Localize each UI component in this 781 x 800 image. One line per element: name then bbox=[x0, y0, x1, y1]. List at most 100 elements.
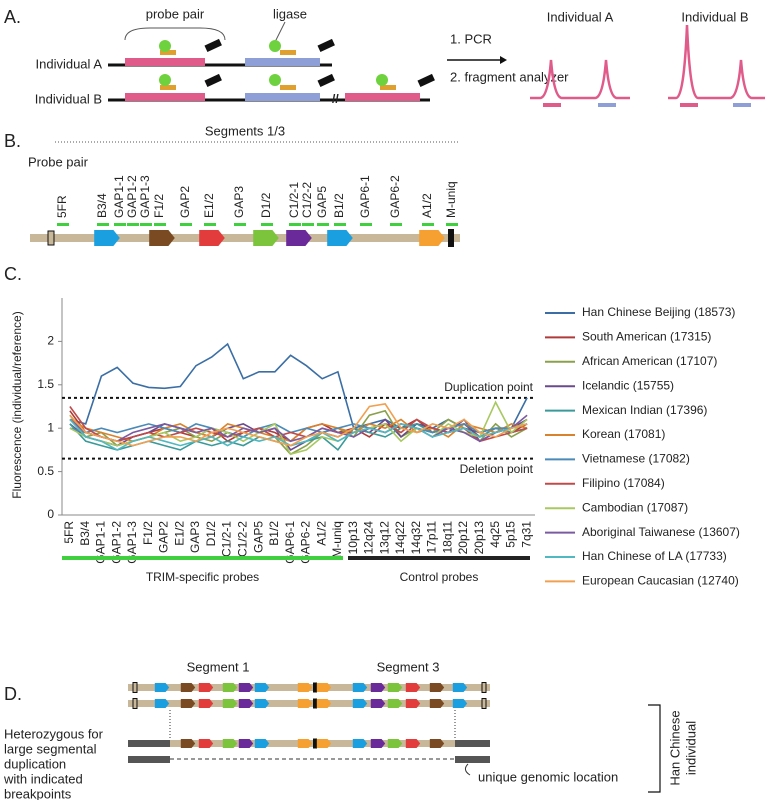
probe-mark bbox=[127, 223, 139, 226]
legend-label: Aboriginal Taiwanese (13607) bbox=[582, 525, 740, 539]
probe-label: GAP3 bbox=[232, 186, 246, 218]
series-line bbox=[69, 418, 528, 451]
segment bbox=[352, 683, 368, 692]
probe-mark bbox=[97, 223, 109, 226]
legend-label: African American (17107) bbox=[582, 354, 717, 368]
segment bbox=[352, 699, 368, 708]
y-tick-label: 1 bbox=[47, 420, 54, 434]
probe-label: C1/2-1 bbox=[287, 182, 301, 218]
m-uniq bbox=[313, 738, 317, 749]
probe-mark bbox=[261, 223, 273, 226]
probe-box bbox=[132, 698, 138, 709]
m-uniq bbox=[313, 682, 317, 693]
x-tick-label: 17p11 bbox=[425, 521, 439, 554]
probe-label: GAP1-1 bbox=[112, 175, 126, 218]
segment bbox=[387, 699, 403, 708]
x-tick-label: 10p13 bbox=[346, 521, 360, 555]
legend-label: European Caucasian (12740) bbox=[582, 574, 739, 588]
individual-label: individual bbox=[683, 721, 698, 775]
probe-mark bbox=[114, 223, 126, 226]
description: Heterozygous for bbox=[4, 726, 104, 741]
series-line bbox=[69, 403, 528, 447]
group-bar bbox=[62, 556, 343, 560]
x-tick-label: F1/2 bbox=[141, 521, 155, 545]
segment bbox=[254, 739, 270, 748]
segment bbox=[238, 683, 254, 692]
legend-label: Han Chinese Beijing (18573) bbox=[582, 305, 735, 319]
segment bbox=[286, 230, 312, 246]
backbone bbox=[30, 234, 460, 242]
probe-mark bbox=[234, 223, 246, 226]
unique-label: unique genomic location bbox=[478, 769, 618, 784]
segment bbox=[429, 699, 445, 708]
x-tick-label: 18q11 bbox=[440, 521, 454, 554]
segment bbox=[429, 739, 445, 748]
segment bbox=[387, 683, 403, 692]
row-label: Individual A bbox=[36, 56, 103, 71]
probe-diagram: // bbox=[108, 38, 435, 106]
probe-label: B3/4 bbox=[95, 193, 109, 218]
probe-mark bbox=[180, 223, 192, 226]
legend-label: Mexican Indian (17396) bbox=[582, 403, 707, 417]
probe-label: GAP1-2 bbox=[125, 175, 139, 218]
probe-label: GAP6-2 bbox=[388, 175, 402, 218]
x-tick-label: 5FR bbox=[62, 521, 76, 544]
panel-label: A. bbox=[4, 7, 21, 27]
segment bbox=[452, 683, 468, 692]
segment bbox=[316, 699, 332, 708]
segment bbox=[387, 739, 403, 748]
segment bbox=[370, 739, 386, 748]
step: 1. PCR bbox=[450, 31, 492, 46]
segment bbox=[297, 699, 313, 708]
probe-label: B1/2 bbox=[332, 193, 346, 218]
segment bbox=[370, 683, 386, 692]
legend-label: Filipino (17084) bbox=[582, 476, 665, 490]
x-tick-label: 14q32 bbox=[409, 521, 423, 555]
legend-label: Vietnamese (17082) bbox=[582, 452, 690, 466]
individual-label: Han Chinese bbox=[667, 710, 682, 785]
x-tick-label: B3/4 bbox=[78, 521, 92, 546]
x-tick-label: 20p13 bbox=[472, 521, 486, 555]
segment bbox=[222, 739, 238, 748]
x-tick-label: E1/2 bbox=[172, 521, 186, 546]
segment-label: Segments 1/3 bbox=[205, 123, 285, 138]
segment bbox=[370, 699, 386, 708]
segment bbox=[198, 739, 214, 748]
segment bbox=[180, 699, 196, 708]
segment bbox=[254, 699, 270, 708]
gene-segments: 5FR B3/4 GAP1-1 GAP1-2 GAP1-3 F1/2 GAP2 E1/2 GAP… bbox=[47, 175, 458, 247]
segment bbox=[254, 683, 270, 692]
probe-mark bbox=[204, 223, 216, 226]
segment bbox=[238, 739, 254, 748]
svg-text://: // bbox=[332, 92, 339, 106]
probe-mark bbox=[140, 223, 152, 226]
probe-mark bbox=[289, 223, 301, 226]
probe-mark bbox=[334, 223, 346, 226]
x-tick-label: GAP1-2 bbox=[109, 521, 123, 564]
reference-label: Duplication point bbox=[444, 380, 533, 394]
segment bbox=[94, 230, 120, 246]
probe-box bbox=[47, 230, 55, 246]
segment-title: Segment 1 bbox=[187, 659, 250, 674]
legend-label: Icelandic (15755) bbox=[582, 378, 674, 392]
probe-mark bbox=[390, 223, 402, 226]
segment bbox=[327, 230, 353, 246]
segment bbox=[198, 683, 214, 692]
probe-mark bbox=[360, 223, 372, 226]
segment bbox=[222, 683, 238, 692]
peak-traces bbox=[530, 24, 765, 100]
probe-label: F1/2 bbox=[152, 194, 166, 218]
probe-mark bbox=[422, 223, 434, 226]
x-tick-label: 4q25 bbox=[488, 521, 502, 548]
x-tick-label: M-uniq bbox=[330, 521, 344, 558]
segment bbox=[199, 230, 225, 246]
probe-mark bbox=[57, 223, 69, 226]
description: large segmental bbox=[4, 741, 97, 756]
segment bbox=[297, 683, 313, 692]
x-tick-label: GAP6-1 bbox=[283, 521, 297, 564]
arrow-head bbox=[500, 56, 507, 64]
brace bbox=[124, 27, 226, 41]
description: with indicated bbox=[3, 771, 83, 786]
x-tick-label: 20p12 bbox=[456, 521, 470, 555]
